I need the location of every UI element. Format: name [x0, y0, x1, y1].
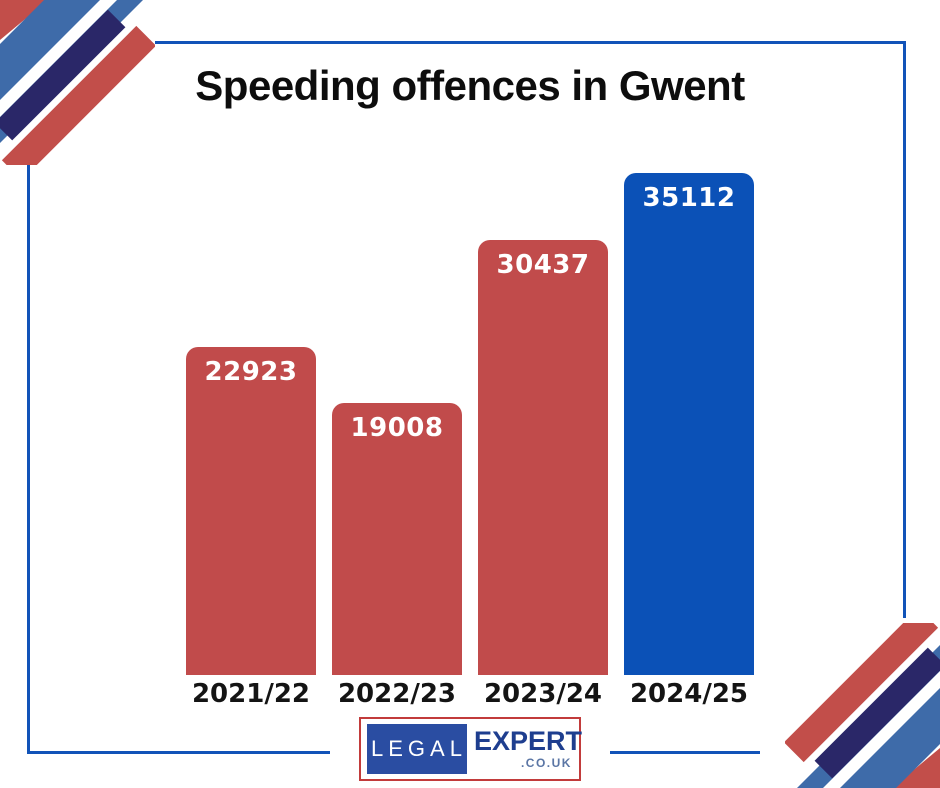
page-title: Speeding offences in Gwent — [195, 62, 745, 109]
bar-2021-22: 22923 — [186, 347, 316, 675]
bar-category-label: 2023/24 — [483, 679, 603, 709]
bar-category-label: 2021/22 — [191, 679, 311, 709]
bar-value-label: 22923 — [204, 357, 298, 387]
diagonal-stripes-icon — [0, 0, 155, 165]
bar-value-label: 30437 — [496, 250, 590, 280]
diagonal-stripes-icon — [785, 623, 940, 788]
bar-2022-23: 19008 — [332, 403, 462, 675]
logo-domain-text: .CO.UK — [520, 756, 572, 770]
bar-value-label: 19008 — [350, 413, 444, 443]
logo-expert-text: EXPERT — [473, 726, 582, 756]
bar-value-label: 35112 — [642, 183, 736, 213]
bar-2024-25: 35112 — [624, 173, 754, 675]
logo-right: EXPERT .CO.UK — [473, 726, 582, 771]
logo-legal-badge: LEGAL — [367, 724, 467, 774]
bar-category-label: 2022/23 — [337, 679, 457, 709]
bar-2023-24: 30437 — [478, 240, 608, 675]
logo: LEGAL EXPERT .CO.UK — [330, 710, 610, 788]
corner-stripes-bottom-right — [760, 618, 940, 788]
logo-box: LEGAL EXPERT .CO.UK — [359, 717, 582, 781]
bar-category-label: 2024/25 — [629, 679, 749, 709]
corner-stripes-top-left — [0, 0, 155, 165]
